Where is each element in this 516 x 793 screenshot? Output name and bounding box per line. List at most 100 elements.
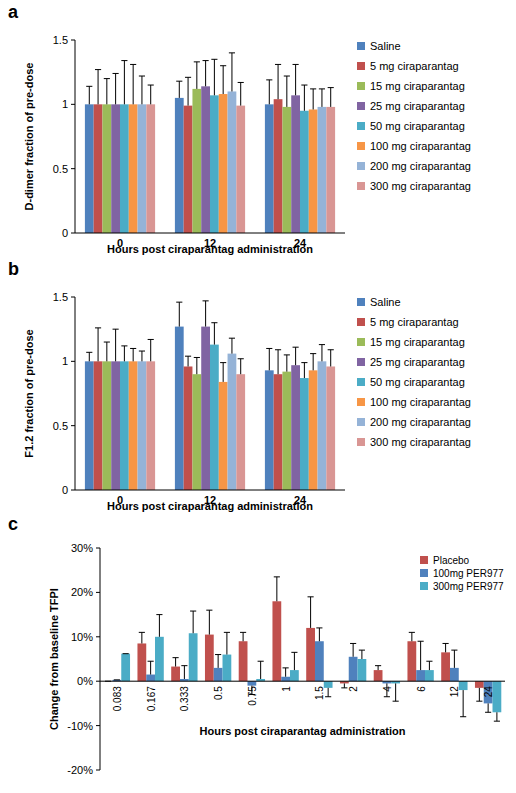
x-tick-label: 4 (382, 686, 393, 692)
error-cap (95, 69, 101, 70)
error-cap (476, 701, 482, 702)
legend-label: Saline (370, 296, 401, 308)
y-tick (71, 361, 75, 362)
bar (291, 365, 300, 490)
bar (441, 652, 450, 681)
x-tick-label: 0.333 (179, 686, 190, 711)
bar (236, 374, 245, 490)
error-stem (214, 323, 215, 345)
bar (210, 345, 219, 490)
legend-swatch (420, 556, 428, 564)
error-bar (460, 690, 466, 717)
plot-marks (85, 53, 335, 233)
error-stem (454, 650, 455, 668)
error-bar (95, 70, 101, 105)
error-cap (211, 322, 217, 323)
legend-swatch (420, 569, 428, 577)
error-bar (148, 85, 154, 104)
error-cap (194, 61, 200, 62)
error-bar (291, 652, 297, 670)
error-bar (190, 611, 196, 633)
bar (201, 86, 210, 233)
error-stem (319, 628, 320, 641)
error-cap (114, 679, 120, 680)
error-bar (310, 354, 316, 371)
bar (189, 633, 198, 681)
error-cap (194, 357, 200, 358)
error-stem (488, 703, 489, 712)
error-cap (181, 665, 187, 666)
error-cap (139, 632, 145, 633)
error-stem (429, 661, 430, 670)
error-stem (479, 688, 480, 701)
error-stem (353, 643, 354, 656)
bar (291, 95, 300, 233)
error-cap (384, 696, 390, 697)
bar (228, 354, 237, 490)
error-cap (220, 65, 226, 66)
error-cap (293, 347, 299, 348)
bar (214, 668, 223, 681)
error-cap (224, 632, 230, 633)
bar (247, 681, 256, 685)
bar (111, 361, 120, 490)
error-bar (238, 82, 244, 105)
x-tick-label: 0.083 (112, 686, 123, 711)
y-axis-title: Change from baseline TFPI (48, 588, 60, 730)
error-stem (276, 577, 277, 601)
error-cap (284, 354, 290, 355)
error-stem (98, 70, 99, 105)
bar (138, 361, 147, 490)
bar (146, 361, 155, 490)
error-cap (451, 650, 457, 651)
bar (102, 104, 111, 233)
bar (184, 106, 193, 233)
x-axis-title: Hours post ciraparantag administration (107, 500, 313, 512)
error-stem (361, 650, 362, 659)
bar (219, 94, 228, 233)
error-stem (196, 62, 197, 89)
error-bar (301, 85, 307, 111)
bar (155, 637, 164, 681)
error-cap (319, 88, 325, 89)
y-tick (71, 425, 75, 426)
error-bar (185, 356, 191, 366)
bar (358, 659, 367, 681)
chart-panel: a00.511.501224Hours post ciraparantag ad… (8, 2, 471, 255)
error-cap (274, 576, 280, 577)
error-cap (104, 78, 110, 79)
error-stem (159, 615, 160, 637)
error-bar (293, 64, 299, 95)
error-cap (229, 338, 235, 339)
error-bar (181, 666, 187, 679)
error-stem (179, 302, 180, 326)
error-cap (139, 76, 145, 77)
error-bar (95, 328, 101, 361)
legend-swatch (357, 358, 365, 366)
error-stem (193, 611, 194, 633)
error-stem (295, 347, 296, 365)
error-cap (156, 614, 162, 615)
bar (137, 643, 146, 681)
error-stem (285, 668, 286, 677)
legend-swatch (357, 122, 365, 130)
error-stem (209, 610, 210, 634)
error-stem (269, 80, 270, 104)
error-bar (310, 89, 316, 110)
legend-label: 200 mg ciraparantag (370, 416, 471, 428)
error-bar (224, 632, 230, 654)
error-cap (130, 348, 136, 349)
legend-swatch (357, 418, 365, 426)
error-bar (301, 363, 307, 378)
error-bar (123, 653, 129, 654)
legend-label: 300 mg ciraparantag (370, 436, 471, 448)
error-cap (275, 349, 281, 350)
error-bar (130, 348, 136, 361)
legend-label: 15 mg ciraparantag (370, 80, 465, 92)
error-bar (139, 351, 145, 361)
bar (282, 372, 291, 490)
bar (205, 635, 214, 682)
error-cap (301, 85, 307, 86)
error-cap (113, 329, 119, 330)
error-stem (179, 81, 180, 98)
